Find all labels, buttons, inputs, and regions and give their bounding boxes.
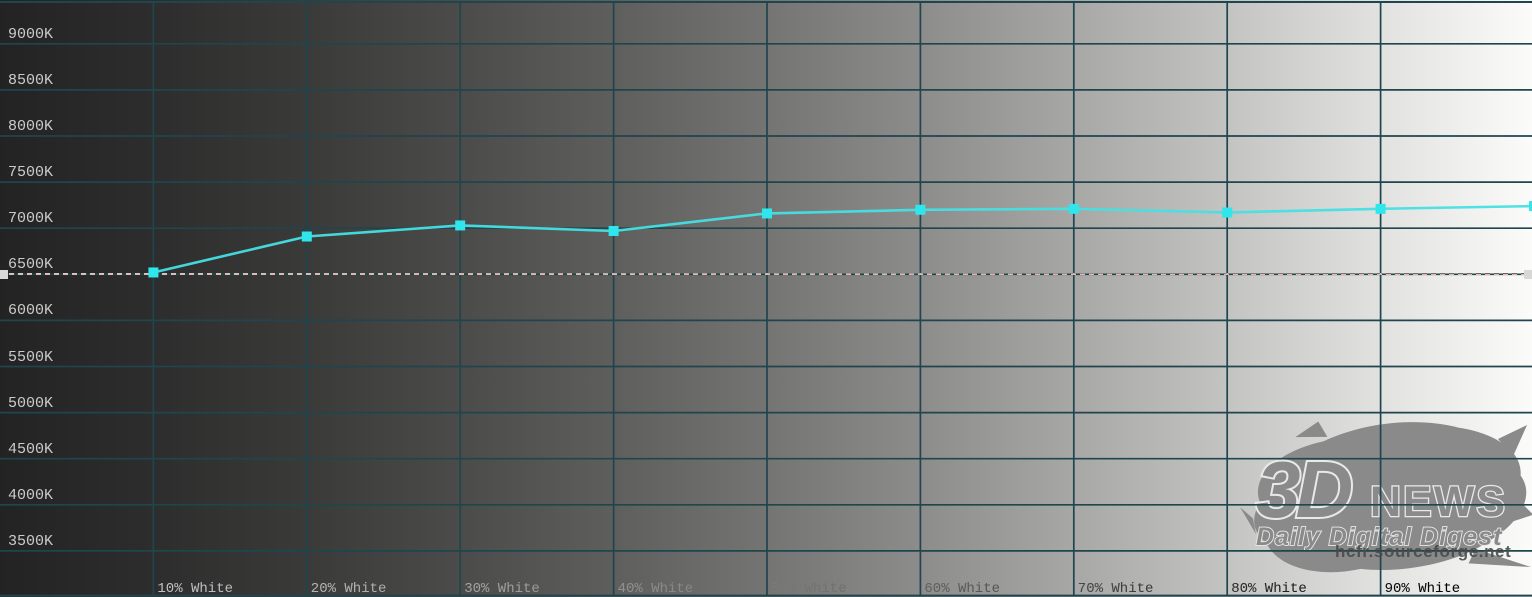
data-point-marker — [301, 231, 312, 242]
logo-tagline-text: Daily Digital Digest — [1256, 523, 1503, 551]
data-point-marker — [608, 225, 619, 236]
data-point-marker — [1222, 207, 1233, 218]
brush-stroke-blob — [1240, 421, 1532, 573]
data-point-marker — [1529, 201, 1532, 212]
logo-news-text: NEWS — [1370, 478, 1507, 526]
data-point-marker — [148, 267, 159, 278]
reference-line-6500k — [0, 273, 1532, 276]
data-point-marker — [1375, 203, 1386, 214]
watermark-url: hcfr.sourceforge.net — [1335, 542, 1512, 561]
data-point-marker — [762, 208, 772, 219]
data-point-marker — [455, 220, 466, 231]
3dnews-watermark-logo: 3D NEWS Daily Digital Digest — [1240, 421, 1532, 573]
reference-endpoint-right — [1524, 269, 1532, 279]
data-point-marker — [915, 204, 926, 215]
data-point-marker — [1068, 203, 1079, 214]
reference-endpoint-left — [0, 269, 8, 279]
series-line — [153, 204, 1532, 274]
